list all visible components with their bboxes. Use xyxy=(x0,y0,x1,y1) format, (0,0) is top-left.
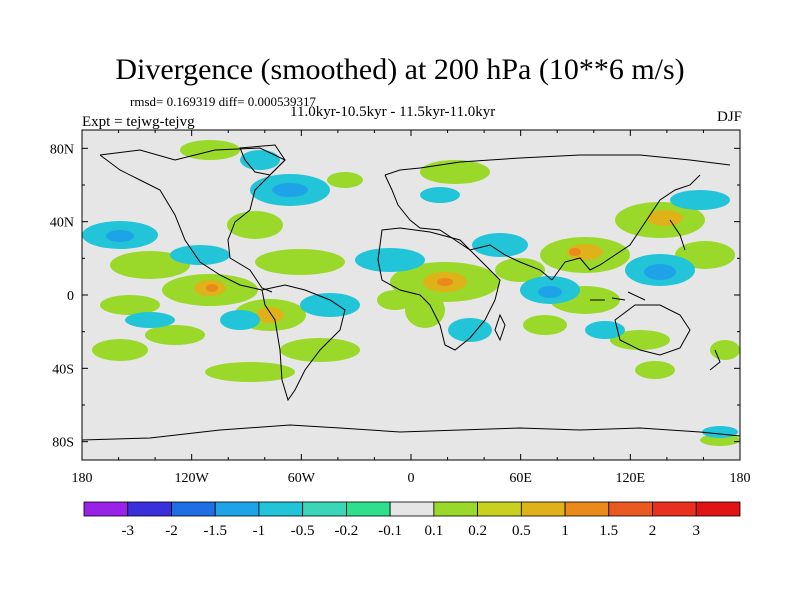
colorbar-swatch xyxy=(83,501,129,517)
colorbar-swatch xyxy=(345,501,391,517)
coastlines xyxy=(82,144,740,441)
colorbar-label: -0.1 xyxy=(378,523,402,539)
colorbar-swatch xyxy=(433,501,479,517)
x-tick-label: 60E xyxy=(509,471,532,486)
y-tick-label: 40N xyxy=(50,216,74,231)
colorbar-label: -0.2 xyxy=(335,523,359,539)
colorbar-label: 3 xyxy=(693,523,701,539)
chart-title: Divergence (smoothed) at 200 hPa (10**6 … xyxy=(115,53,685,86)
colorbar-swatch xyxy=(389,501,435,517)
colorbar-swatch xyxy=(127,501,172,517)
x-tick-label: 180 xyxy=(730,471,751,486)
colorbar-label: 0.5 xyxy=(512,523,531,539)
colorbar-label: -1 xyxy=(253,523,266,539)
colorbar-label: -1.5 xyxy=(203,523,227,539)
colorbar-label: 0.2 xyxy=(468,523,487,539)
colorbar-swatch xyxy=(608,501,653,517)
colorbar-labels: -3 -2 -1.5 -1 -0.5 -0.2 -0.1 0.1 0.2 0.5 1 1.5 2 3 xyxy=(121,523,700,539)
y-tick-label: 40S xyxy=(52,362,74,377)
x-tick-label: 120E xyxy=(616,471,646,486)
colorbar-swatch xyxy=(477,501,522,517)
experiment-label: Expt = tejwg-tejvg xyxy=(82,114,195,130)
period-text: 11.0kyr-10.5kyr - 11.5kyr-11.0kyr xyxy=(290,104,496,120)
colorbar-label: 2 xyxy=(649,523,657,539)
x-axis-labels: 180 120W 60W 0 60E 120E 180 xyxy=(72,471,751,486)
colorbar-swatch xyxy=(652,501,697,517)
y-tick-label: 0 xyxy=(67,289,74,304)
colorbar-label: -0.5 xyxy=(291,523,315,539)
colorbar-swatch xyxy=(695,501,741,517)
colorbar-label: 1 xyxy=(561,523,569,539)
colorbar-swatch xyxy=(171,501,216,517)
colorbar-swatch xyxy=(258,501,304,517)
colorbar-label: 1.5 xyxy=(599,523,618,539)
colorbar-swatch xyxy=(520,501,566,517)
colorbar-label: 0.1 xyxy=(424,523,443,539)
x-tick-label: 120W xyxy=(175,471,210,486)
x-tick-label: 60W xyxy=(288,471,316,486)
y-axis-labels: 80N 40N 0 40S 80S xyxy=(50,142,74,450)
colorbar xyxy=(83,501,741,517)
x-tick-label: 0 xyxy=(408,471,415,486)
colorbar-swatch xyxy=(302,501,347,517)
colorbar-label: -2 xyxy=(165,523,178,539)
stats-text: rmsd= 0.169319 diff= 0.000539317 xyxy=(130,94,316,109)
season-label: DJF xyxy=(716,109,742,125)
x-tick-label: 180 xyxy=(72,471,93,486)
colorbar-swatch xyxy=(214,501,260,517)
colorbar-swatch xyxy=(564,501,610,517)
map-frame xyxy=(81,129,741,461)
y-tick-label: 80N xyxy=(50,142,74,157)
y-tick-label: 80S xyxy=(52,436,74,451)
colorbar-label: -3 xyxy=(121,523,134,539)
